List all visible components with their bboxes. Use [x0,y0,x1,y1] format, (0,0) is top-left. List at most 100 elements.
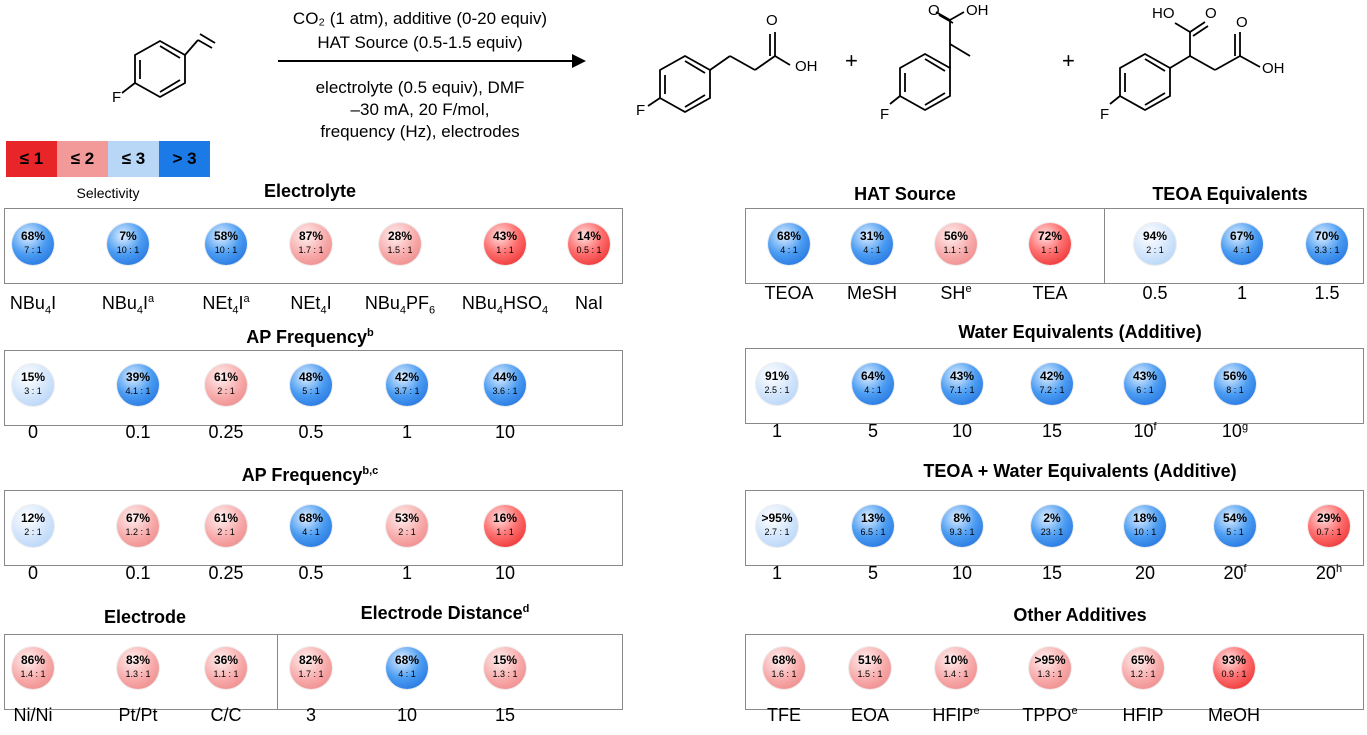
ap1-label-6: 10 [494,422,516,442]
selectivity-ratio: 1.3 : 1 [1037,669,1063,679]
product3-O2-label: O [1236,14,1248,31]
electrolyte-marker-6: 43% 1 : 1 [484,223,526,265]
selectivity-ratio: 0.9 : 1 [1221,669,1247,679]
electrode-label-2: Pt/Pt [118,705,158,725]
electrolyte-marker-7: 14% 0.5 : 1 [568,223,610,265]
selectivity-ratio: 1.7 : 1 [298,245,324,255]
hat-marker-1: 68% 4 : 1 [768,223,810,265]
yield-value: 58% [213,229,239,243]
selectivity-ratio: 2.7 : 1 [764,527,790,537]
selectivity-ratio: 23 : 1 [1040,527,1064,537]
plus-sign-2: + [1062,48,1075,73]
yield-value: 67% [1229,229,1255,243]
electrolyte-label-nbu4hso4: NBu4HSO4 [461,293,549,317]
condition-line-4: –30 mA, 20 F/mol, [350,100,490,119]
yield-value: 36% [213,653,239,667]
teoa-label-3: 1.5 [1314,283,1340,303]
selectivity-ratio: 1.3 : 1 [492,669,518,679]
selectivity-ratio: 1.3 : 1 [125,669,151,679]
ap1-marker-3: 61% 2 : 1 [205,364,247,406]
electrolyte-marker-4: 87% 1.7 : 1 [290,223,332,265]
ap2-label-4: 0.5 [298,563,324,583]
hat-marker-4: 72% 1 : 1 [1029,223,1071,265]
water-label-4: 15 [1041,421,1063,441]
selectivity-ratio: 5 : 1 [302,386,320,396]
other-additives-title: Other Additives [1013,605,1147,625]
selectivity-ratio: 1.1 : 1 [943,245,969,255]
yield-value: 10% [943,653,969,667]
selectivity-ratio: 4 : 1 [398,669,416,679]
teoa-marker-1: 94% 2 : 1 [1134,223,1176,265]
selectivity-ratio: 2 : 1 [24,527,42,537]
water-label-2: 5 [867,421,879,441]
ap-frequency-panel-2 [4,490,623,566]
product3-OH-label: OH [1262,60,1285,77]
yield-value: 86% [20,653,46,667]
electrode-title: Electrode [103,607,187,627]
other-marker-3: 10% 1.4 : 1 [935,647,977,689]
selectivity-ratio: 1 : 1 [496,527,514,537]
yield-value: 61% [213,511,239,525]
teoa-water-marker-5: 18% 10 : 1 [1124,505,1166,547]
other-marker-2: 51% 1.5 : 1 [849,647,891,689]
yield-value: 82% [298,653,324,667]
selectivity-ratio: 9.3 : 1 [949,527,975,537]
electrolyte-label-nbu4i: NBu4I [9,293,57,317]
water-marker-6: 56% 8 : 1 [1214,363,1256,405]
electrode-divider [277,634,278,709]
hat-teoa-panel [745,208,1364,284]
hat-label-1: TEOA [764,283,814,303]
distance-label-1: 3 [305,705,317,725]
water-marker-3: 43% 7.1 : 1 [941,363,983,405]
yield-value: 15% [492,653,518,667]
yield-value: 93% [1221,653,1247,667]
legend-item-2: ≤ 2 [57,141,108,177]
teoa-water-marker-3: 8% 9.3 : 1 [941,505,983,547]
distance-marker-3: 15% 1.3 : 1 [484,647,526,689]
electrolyte-title: Electrolyte [263,181,357,201]
yield-value: 15% [20,370,46,384]
ap1-marker-6: 44% 3.6 : 1 [484,364,526,406]
yield-value: 54% [1222,511,1248,525]
water-label-1: 1 [771,421,783,441]
distance-marker-1: 82% 1.7 : 1 [290,647,332,689]
fluorine-label: F [112,89,122,106]
electrode-marker-1: 86% 1.4 : 1 [12,647,54,689]
yield-value: >95% [761,511,793,525]
yield-value: 12% [20,511,46,525]
ap2-marker-1: 12% 2 : 1 [12,505,54,547]
ap2-marker-6: 16% 1 : 1 [484,505,526,547]
yield-value: 56% [1222,369,1248,383]
yield-value: 16% [492,511,518,525]
other-label-3: HFIPe [932,705,980,725]
electrolyte-marker-3: 58% 10 : 1 [205,223,247,265]
selectivity-ratio: 10 : 1 [214,245,238,255]
water-marker-2: 64% 4 : 1 [852,363,894,405]
yield-value: 64% [860,369,886,383]
teoa-marker-2: 67% 4 : 1 [1221,223,1263,265]
selectivity-ratio: 1.5 : 1 [387,245,413,255]
selectivity-ratio: 0.5 : 1 [576,245,602,255]
other-marker-4: >95% 1.3 : 1 [1029,647,1071,689]
teoa-water-label-7: 20h [1315,563,1343,583]
teoa-water-marker-2: 13% 6.5 : 1 [852,505,894,547]
selectivity-ratio: 2 : 1 [1146,245,1164,255]
teoa-water-label-4: 15 [1041,563,1063,583]
teoa-water-label-6: 20f [1223,563,1247,583]
yield-value: 18% [1132,511,1158,525]
yield-value: 53% [394,511,420,525]
selectivity-ratio: 1 : 1 [496,245,514,255]
selectivity-ratio: 6.5 : 1 [860,527,886,537]
product3-HO-label: HO [1152,5,1175,22]
selectivity-ratio: 10 : 1 [1133,527,1157,537]
selectivity-ratio: 3.7 : 1 [394,386,420,396]
water-label-6: 10g [1221,421,1249,441]
water-equivalents-title: Water Equivalents (Additive) [958,322,1202,342]
distance-marker-2: 68% 4 : 1 [386,647,428,689]
selectivity-ratio: 4.1 : 1 [125,386,151,396]
electrolyte-label-net4i-a: NEt4Ia [202,293,250,317]
product-diacid-structure [1109,21,1261,112]
electrolyte-marker-1: 68% 7 : 1 [12,223,54,265]
yield-value: 7% [119,229,137,243]
arrow-head-icon [572,54,586,68]
